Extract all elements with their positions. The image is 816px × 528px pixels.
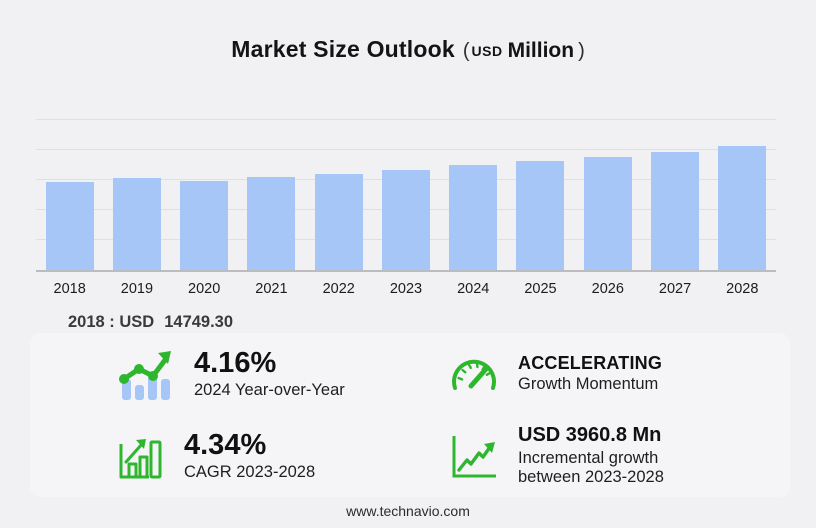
x-tick-label: 2021 <box>255 281 288 297</box>
x-tick-label: 2025 <box>524 281 557 297</box>
title-open-paren: ( <box>462 40 470 62</box>
bar-column <box>238 118 305 270</box>
x-axis-labels: 2018 2019 2020 2021 2022 2023 2024 2025 2026 2027… <box>36 281 776 297</box>
bar-column <box>305 118 372 270</box>
website-link[interactable]: www.technavio.com <box>346 503 470 519</box>
bar-2027 <box>651 151 700 270</box>
gridline <box>36 119 776 120</box>
x-tick-label: 2026 <box>591 281 624 297</box>
stat-incremental-growth: USD 3960.8 Mn Incremental growth between… <box>410 415 790 497</box>
bar-2026 <box>583 156 632 270</box>
bar-column <box>372 118 439 270</box>
x-tick-label: 2027 <box>658 281 692 297</box>
bar-column <box>574 118 641 270</box>
incremental-label-line2: between 2023-2028 <box>518 468 664 486</box>
page-title: Market Size Outlook (USD Million) <box>0 36 816 63</box>
momentum-label: Growth Momentum <box>518 375 659 394</box>
stat-cagr: 4.34% CAGR 2023-2028 <box>30 415 410 497</box>
x-tick-label: 2028 <box>726 281 759 297</box>
bar-2023 <box>381 169 430 270</box>
x-tick-label: 2022 <box>322 281 355 297</box>
annotation-value: 14749.30 <box>164 313 234 331</box>
bar-column <box>103 118 170 270</box>
cagr-value: 4.34% <box>184 428 267 461</box>
bar-column <box>709 118 776 270</box>
bar-column <box>171 118 238 270</box>
stats-panel: 4.16% 2024 Year-over-Year <box>30 333 790 497</box>
bar-2025 <box>516 161 565 270</box>
momentum-value: ACCELERATING <box>518 352 663 373</box>
bar-2020 <box>180 180 229 270</box>
title-currency: USD <box>471 43 503 59</box>
plot-area <box>36 118 776 272</box>
trend-bars-icon <box>118 345 174 403</box>
x-tick-label: 2023 <box>389 281 423 297</box>
x-tick-label: 2024 <box>457 281 490 297</box>
yoy-label: 2024 Year-over-Year <box>194 381 345 400</box>
bar-column <box>641 118 708 270</box>
bar-2022 <box>314 173 363 270</box>
gridline <box>36 149 776 150</box>
yoy-value: 4.16% <box>194 346 277 379</box>
bar-column <box>507 118 574 270</box>
title-main: Market Size Outlook <box>231 36 455 62</box>
line-growth-icon <box>450 432 498 480</box>
speedometer-icon <box>450 354 498 394</box>
bar-2021 <box>247 177 296 270</box>
bar-column <box>36 118 103 270</box>
footer: www.technavio.com <box>0 503 816 521</box>
title-close-paren: ) <box>578 40 585 62</box>
cagr-label: CAGR 2023-2028 <box>184 463 316 482</box>
annotation-prefix: 2018 : USD <box>68 313 155 331</box>
chart-annotation: 2018 : USD 14749.30 <box>68 313 233 332</box>
bar-2019 <box>112 177 161 270</box>
x-tick-label: 2020 <box>188 281 221 297</box>
bar-series <box>36 118 776 270</box>
incremental-value: USD 3960.8 Mn <box>518 424 662 447</box>
bar-2018 <box>45 181 94 270</box>
bar-growth-icon <box>118 432 164 480</box>
stat-growth-momentum: ACCELERATING Growth Momentum <box>410 333 790 415</box>
stat-yoy-growth: 4.16% 2024 Year-over-Year <box>30 333 410 415</box>
bar-column <box>440 118 507 270</box>
bar-2028 <box>718 145 767 270</box>
title-unit: Million <box>507 39 575 62</box>
x-tick-label: 2019 <box>120 281 154 297</box>
bar-2024 <box>449 165 498 270</box>
incremental-label-line1: Incremental growth <box>518 449 659 468</box>
x-tick-label: 2018 <box>53 281 86 297</box>
